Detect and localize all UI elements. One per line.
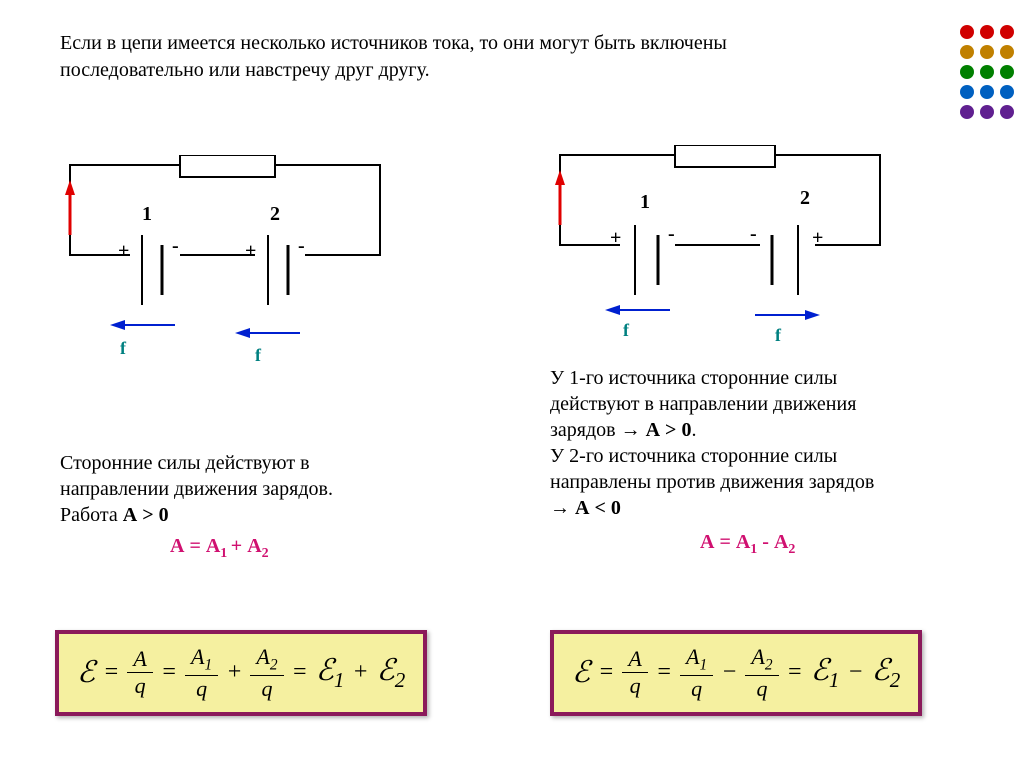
circuit-series: 1 2 + - + - f f xyxy=(60,155,410,360)
right-line5: направлены против движения зарядов xyxy=(550,471,874,493)
dot xyxy=(980,85,994,99)
f-label-r2: f xyxy=(775,325,781,346)
dot xyxy=(980,65,994,79)
right-line1: У 1-го источника сторонние силы xyxy=(550,367,837,389)
f-label-2: f xyxy=(255,345,261,366)
s2-minus: - xyxy=(298,235,305,258)
dot xyxy=(960,45,974,59)
s1-plus: + xyxy=(118,240,129,263)
s1r-minus: - xyxy=(668,223,675,246)
left-line1: Сторонние силы действуют в xyxy=(60,452,310,474)
source-1-label: 1 xyxy=(142,203,152,226)
s1-minus: - xyxy=(172,235,179,258)
dot xyxy=(960,65,974,79)
dot xyxy=(980,105,994,119)
left-explanation: Сторонние силы действуют в направлении д… xyxy=(60,450,440,563)
dot xyxy=(960,85,974,99)
dot xyxy=(1000,25,1014,39)
s2r-minus: - xyxy=(750,223,757,246)
source-2-label-r: 2 xyxy=(800,187,810,210)
right-explanation: У 1-го источника сторонние силы действую… xyxy=(550,365,970,559)
source-1-label-r: 1 xyxy=(640,191,650,214)
emf-formula-sum: ℰ= Aq = A1q + A2q = ℰ1 + ℰ2 xyxy=(55,630,427,716)
dot xyxy=(1000,45,1014,59)
left-formula: А = А1 + А2 xyxy=(170,533,440,563)
right-line2: действуют в направлении движения xyxy=(550,393,856,415)
intro-paragraph: Если в цепи имеется несколько источников… xyxy=(60,30,790,84)
f-label-1: f xyxy=(120,338,126,359)
dot xyxy=(980,25,994,39)
s2-plus: + xyxy=(245,240,256,263)
right-line4: У 2-го источника сторонние силы xyxy=(550,445,837,467)
decorative-dots xyxy=(960,25,1014,119)
right-line3: зарядов → А > 0. xyxy=(550,419,696,441)
dot xyxy=(1000,65,1014,79)
left-line2: направлении движения зарядов. xyxy=(60,478,333,500)
dot xyxy=(1000,85,1014,99)
dot xyxy=(980,45,994,59)
dot xyxy=(960,105,974,119)
circuit-opposing: 1 2 + - - + f f xyxy=(550,145,910,350)
emf-formula-diff: ℰ= Aq = A1q − A2q = ℰ1 − ℰ2 xyxy=(550,630,922,716)
s1r-plus: + xyxy=(610,227,621,250)
circuit-opposing-svg xyxy=(550,145,910,345)
dot xyxy=(1000,105,1014,119)
right-line6: → А < 0 xyxy=(550,497,621,519)
f-label-r1: f xyxy=(623,320,629,341)
dot xyxy=(960,25,974,39)
s2r-plus: + xyxy=(812,227,823,250)
right-formula: А = А1 - А2 xyxy=(700,529,970,559)
circuit-series-svg xyxy=(60,155,410,355)
left-line3: Работа А > 0 xyxy=(60,504,169,526)
source-2-label: 2 xyxy=(270,203,280,226)
